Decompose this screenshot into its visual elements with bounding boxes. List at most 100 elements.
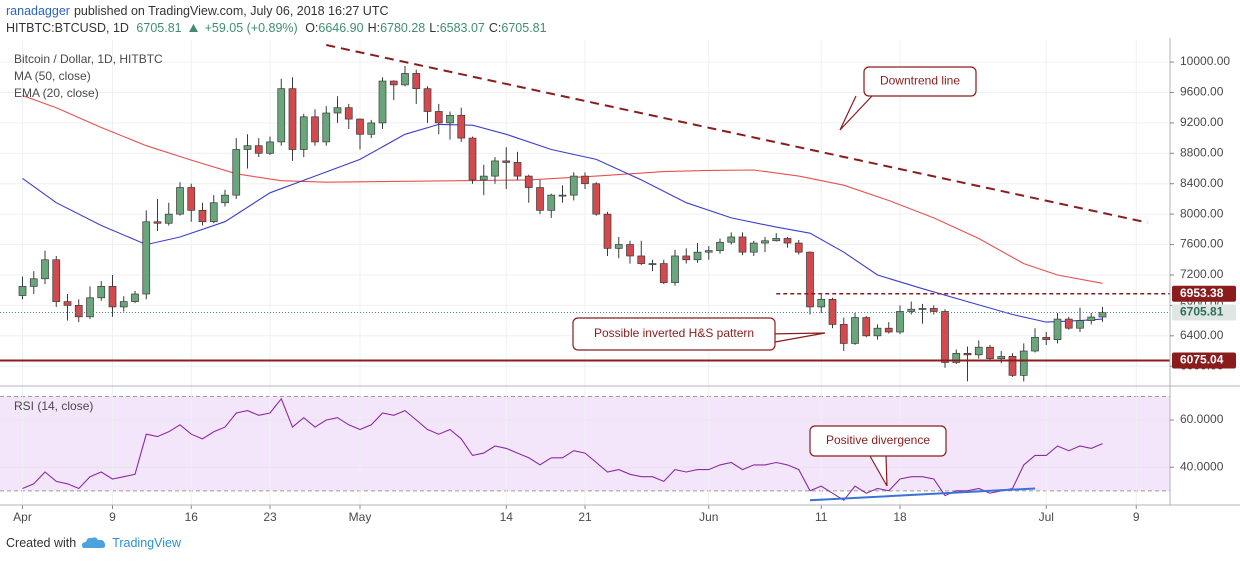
y-tick-label: 10000.00 <box>1180 54 1230 68</box>
candle-body <box>1087 316 1096 321</box>
ohlc-label: L: <box>429 21 440 35</box>
candle-body <box>851 317 859 344</box>
candle-body <box>727 236 736 243</box>
candle-body <box>603 213 612 249</box>
candle-body <box>581 175 589 185</box>
x-tick-label: 11 <box>815 510 828 524</box>
callout-text: Possible inverted H&S pattern <box>594 326 754 340</box>
candle-body <box>704 250 713 253</box>
y-tick-label: 9200.00 <box>1180 115 1224 129</box>
last-price-label: 6705.81 <box>1180 305 1224 319</box>
candle-body <box>761 240 769 244</box>
candle-body <box>97 286 106 299</box>
candle-body <box>524 175 533 188</box>
author[interactable]: ranadagger <box>6 4 70 18</box>
candle-body <box>412 73 421 90</box>
candle-body <box>344 107 353 120</box>
candle-body <box>794 242 803 253</box>
level-label: 6953.38 <box>1180 286 1224 300</box>
candle-body <box>907 308 916 312</box>
candle-body <box>164 213 173 224</box>
candle-body <box>896 311 904 333</box>
candle-body <box>468 137 477 181</box>
chart-title: Bitcoin / Dollar, 1D, HITBTC <box>14 52 163 66</box>
symbol: HITBTC:BTCUSD, 1D <box>6 21 129 35</box>
ohlc-value: 6780.28 <box>380 21 426 35</box>
candle-body <box>693 251 702 261</box>
callout-pointer <box>839 95 873 131</box>
callout-pointer <box>766 332 826 343</box>
candle-body <box>592 183 601 215</box>
published: published on TradingView.com, July 06, 2… <box>73 4 389 18</box>
y-tick-label: 8800.00 <box>1180 145 1224 159</box>
x-tick-label: 23 <box>263 510 277 524</box>
candle-body <box>1098 312 1107 318</box>
callout-text: Downtrend line <box>880 74 960 88</box>
ohlc: O:6646.90 H:6780.28 L:6583.07 C:6705.81 <box>305 21 550 35</box>
candle-body <box>929 308 938 312</box>
candle-body <box>142 221 151 295</box>
candle-body <box>288 88 297 150</box>
x-tick-label: 14 <box>500 510 514 524</box>
y-tick-label: 8400.00 <box>1180 176 1224 190</box>
candle-body <box>491 160 499 177</box>
candle-body <box>153 221 162 224</box>
candle-body <box>232 149 241 196</box>
candle-body <box>783 238 792 244</box>
candle-body <box>479 175 488 181</box>
y-tick-label: 9600.00 <box>1180 85 1224 99</box>
logo-shape <box>82 537 106 548</box>
candle-body <box>356 118 364 135</box>
candle-body <box>986 346 994 359</box>
x-tick-label: 21 <box>578 510 592 524</box>
candle-body <box>569 175 578 196</box>
candle-body <box>558 194 567 197</box>
candle-body <box>1064 318 1073 329</box>
x-tick-label: 9 <box>109 510 116 524</box>
level-box <box>1172 352 1236 369</box>
candle-body <box>176 187 184 215</box>
x-tick-label: 9 <box>1133 510 1140 524</box>
candle-body <box>29 278 38 287</box>
candle-body <box>772 238 781 242</box>
candle-body <box>423 88 432 112</box>
candle-body <box>221 194 229 204</box>
brand[interactable]: TradingView <box>112 536 181 550</box>
x-tick-label: Jun <box>699 510 718 524</box>
candle-body <box>131 293 139 302</box>
ohlc-value: 6646.90 <box>318 21 364 35</box>
candle-body <box>74 305 83 318</box>
candle-body <box>502 160 511 163</box>
candle-body <box>659 263 668 283</box>
ohlc-value: 6705.81 <box>501 21 547 35</box>
candle-body <box>86 297 94 318</box>
candle-body <box>1053 318 1062 340</box>
legend-entry: RSI (14, close) <box>14 399 93 413</box>
trend-line <box>326 44 1148 224</box>
candle-body <box>536 187 544 211</box>
x-tick-label: 18 <box>893 510 907 524</box>
candle-body <box>378 80 387 124</box>
candle-body <box>299 116 308 150</box>
y-tick-label: 60.0000 <box>1180 412 1224 426</box>
candle-body <box>243 145 252 150</box>
candle-body <box>108 286 117 308</box>
candle-body <box>277 88 286 143</box>
candle-body <box>63 301 72 306</box>
candle-body <box>873 327 882 337</box>
candle-body <box>52 259 61 302</box>
candle-body <box>716 241 724 251</box>
candle-body <box>749 242 758 253</box>
candle-body <box>738 236 747 253</box>
change: +59.05 (+0.89%) <box>204 21 298 35</box>
candle-body <box>1008 355 1017 376</box>
indicator-line <box>22 94 1103 284</box>
up-arrow-shape <box>189 24 199 32</box>
candle-body <box>119 301 128 308</box>
candle-body <box>333 107 342 114</box>
candle-body <box>614 244 623 249</box>
candle-body <box>367 122 376 135</box>
candle-body <box>1042 336 1051 340</box>
callout-box <box>572 317 776 351</box>
